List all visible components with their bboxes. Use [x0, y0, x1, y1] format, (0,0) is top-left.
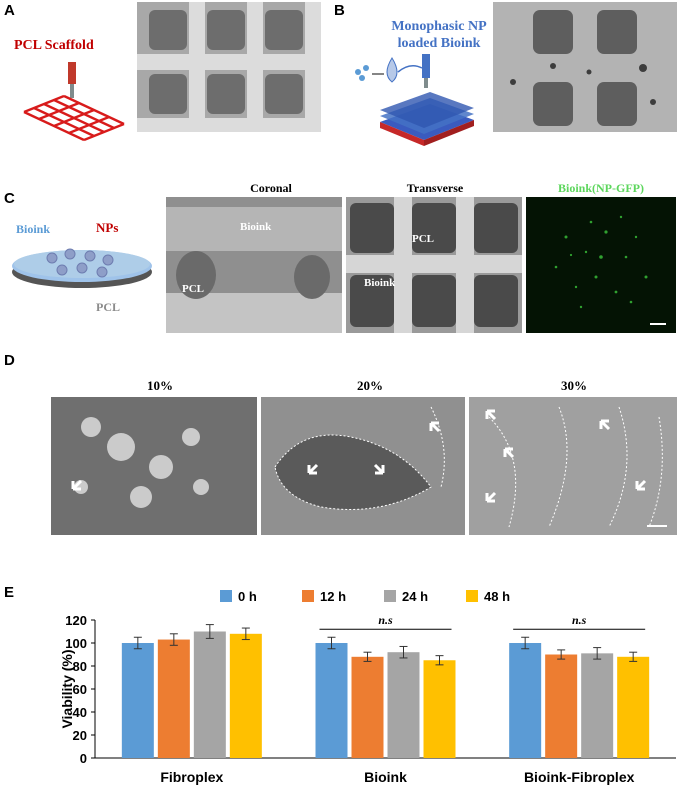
bar-2-3: [617, 656, 650, 758]
bar-1-0: [315, 643, 348, 758]
y-tick-label: 40: [73, 705, 87, 720]
panel-label-a: A: [4, 2, 15, 19]
bioink-sem-image: [493, 2, 677, 132]
coronal-pcl-label: PCL: [182, 283, 204, 295]
fluorescence-title: Bioink(NP-GFP): [558, 181, 644, 195]
category-label-0: Fibroplex: [160, 769, 223, 785]
bioink-disc-illustration: [12, 248, 152, 288]
sem-image-10-percent: [51, 397, 257, 535]
gfp-fluorescence-image: [526, 197, 676, 333]
pcl-scaffold-label: PCL Scaffold: [14, 38, 94, 53]
y-axis-title: Viability (%): [59, 649, 75, 728]
transverse-bioink-label: Bioink: [364, 277, 396, 289]
transverse-sem-image: PCL Bioink: [346, 197, 522, 333]
y-tick-label: 120: [65, 613, 87, 628]
legend-label-1: 12 h: [320, 589, 346, 604]
concentration-label-10: 10%: [147, 378, 173, 393]
monophasic-line1: Monophasic NP: [391, 19, 487, 34]
y-tick-label: 20: [73, 728, 87, 743]
bar-1-3: [423, 660, 456, 758]
legend-label-0: 0 h: [238, 589, 257, 604]
category-label-2: Bioink-Fibroplex: [524, 769, 635, 785]
bar-1-2: [387, 652, 420, 758]
bar-0-3: [229, 633, 262, 758]
bar-0-2: [193, 631, 226, 758]
bar-1-1: [351, 656, 384, 758]
bioink-scaffold-illustration: [355, 54, 474, 146]
sem-image-30-percent: [469, 397, 677, 535]
coronal-sem-image: Bioink PCL: [166, 197, 342, 333]
viability-bar-chart: 0 h 12 h 24 h 48 h 0 20 40 60 80 100 120 Viability …: [59, 589, 676, 785]
pcl-label: PCL: [96, 300, 120, 314]
y-tick-label: 60: [73, 682, 87, 697]
panel-label-c: C: [4, 190, 15, 207]
coronal-title: Coronal: [250, 181, 292, 195]
bar-2-1: [545, 654, 578, 758]
legend-swatch-2: [384, 590, 396, 602]
panel-label-e: E: [4, 584, 15, 601]
bar-2-0: [509, 643, 542, 758]
y-tick-label: 80: [73, 659, 87, 674]
sem-image-20-percent: [261, 397, 465, 535]
legend-swatch-0: [220, 590, 232, 602]
coronal-bioink-label: Bioink: [240, 221, 272, 233]
y-tick-label: 0: [80, 751, 87, 766]
legend-swatch-3: [466, 590, 478, 602]
bioink-label: Bioink: [16, 222, 51, 236]
bar-0-0: [121, 643, 154, 758]
legend-label-3: 48 h: [484, 589, 510, 604]
ns-label-1: n.s: [572, 613, 587, 627]
legend-swatch-1: [302, 590, 314, 602]
legend-label-2: 24 h: [402, 589, 428, 604]
panel-label-d: D: [4, 352, 15, 369]
monophasic-line2: loaded Bioink: [397, 36, 481, 51]
ns-label-0: n.s: [378, 613, 393, 627]
pcl-scaffold-sem-image: [137, 2, 321, 132]
pcl-scaffold-illustration: [23, 62, 125, 142]
transverse-pcl-label: PCL: [412, 233, 434, 245]
monophasic-label: Monophasic NP loaded Bioink: [384, 18, 494, 52]
nps-label: NPs: [96, 220, 119, 235]
bar-2-2: [581, 653, 614, 758]
y-tick-label: 100: [65, 636, 87, 651]
concentration-label-30: 30%: [561, 378, 587, 393]
category-label-1: Bioink: [364, 769, 407, 785]
bar-0-1: [157, 639, 190, 758]
panel-label-b: B: [334, 2, 345, 19]
concentration-label-20: 20%: [357, 378, 383, 393]
transverse-title: Transverse: [406, 181, 464, 195]
